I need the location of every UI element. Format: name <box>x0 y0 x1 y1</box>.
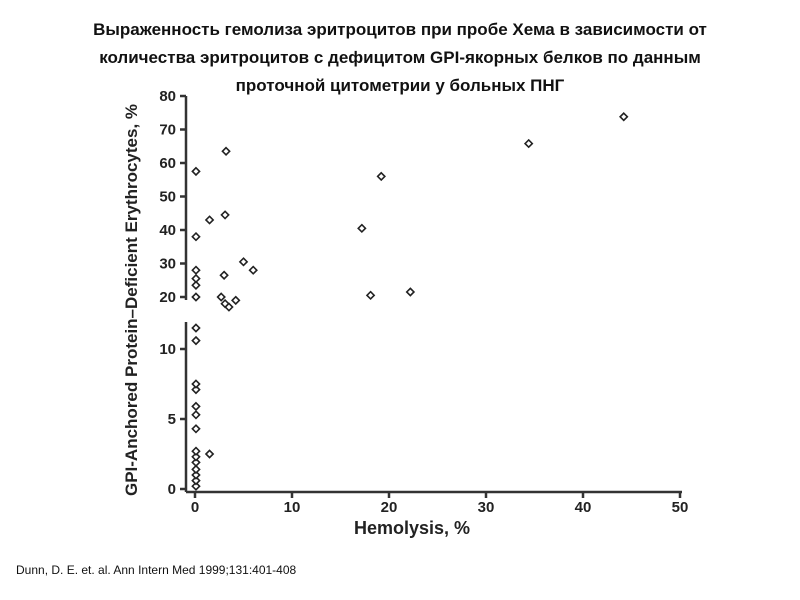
x-tick-label: 20 <box>381 499 398 516</box>
data-point <box>191 379 201 389</box>
chart-axes <box>184 96 682 494</box>
data-point <box>365 290 376 301</box>
data-point <box>191 410 201 420</box>
y-tick-label: 50 <box>159 189 176 206</box>
data-point <box>191 457 201 468</box>
y-tick-label: 60 <box>159 155 176 172</box>
data-point <box>248 265 258 275</box>
x-axis-label: Hemolysis, % <box>354 518 470 538</box>
chart-ticks: 20 30 40 50 60 70 80 0 5 10 0 10 20 30 40 50 <box>159 88 688 516</box>
data-point <box>191 323 201 333</box>
citation: Dunn, D. E. et. al. Ann Intern Med 1999;… <box>16 563 297 577</box>
title-line-1: Выраженность гемолиза эритроцитов при пр… <box>93 20 707 39</box>
y-tick-label: 10 <box>159 341 176 358</box>
data-point <box>191 401 201 412</box>
data-point <box>619 112 629 122</box>
data-point <box>191 335 201 346</box>
y-tick-label: 30 <box>159 256 176 273</box>
x-tick-label: 10 <box>284 499 301 516</box>
x-tick-label: 50 <box>672 499 689 516</box>
data-point <box>238 257 249 267</box>
data-point <box>191 265 201 275</box>
data-point <box>357 223 367 234</box>
data-point <box>191 280 201 291</box>
data-point <box>191 166 201 177</box>
data-point <box>191 452 201 462</box>
y-tick-label: 40 <box>159 222 176 239</box>
chart-points <box>191 112 629 491</box>
data-point <box>191 481 201 491</box>
data-point <box>216 292 226 302</box>
x-tick-label: 30 <box>478 499 495 516</box>
y-axis-label: GPI-Anchored Protein–Deficient Erythrocy… <box>122 104 141 496</box>
x-tick-label: 0 <box>191 499 199 516</box>
data-point <box>191 475 201 486</box>
data-point <box>231 295 241 306</box>
data-point <box>523 138 534 149</box>
title-line-2: количества эритроцитов с дефицитом GPI-я… <box>99 48 701 67</box>
data-point <box>221 146 231 157</box>
y-tick-label: 20 <box>159 289 176 306</box>
data-point <box>219 270 229 280</box>
data-point <box>224 302 234 312</box>
data-point <box>191 292 201 302</box>
y-tick-label: 80 <box>159 88 176 105</box>
data-point <box>220 210 230 220</box>
slide-title: Выраженность гемолиза эритроцитов при пр… <box>0 16 800 100</box>
y-tick-label: 5 <box>168 411 176 428</box>
data-point <box>405 287 416 297</box>
data-point <box>191 446 201 456</box>
data-point <box>204 449 215 459</box>
data-point <box>191 464 201 475</box>
x-tick-label: 40 <box>575 499 592 516</box>
data-point <box>204 215 215 225</box>
title-line-3: проточной цитометрии у больных ПНГ <box>235 76 565 95</box>
data-point <box>191 273 201 284</box>
y-tick-label: 0 <box>168 481 176 498</box>
y-tick-label: 70 <box>159 122 176 139</box>
data-point <box>376 171 386 182</box>
data-point <box>191 470 201 480</box>
data-point <box>191 424 201 434</box>
data-point <box>191 384 201 395</box>
data-point <box>191 231 201 242</box>
